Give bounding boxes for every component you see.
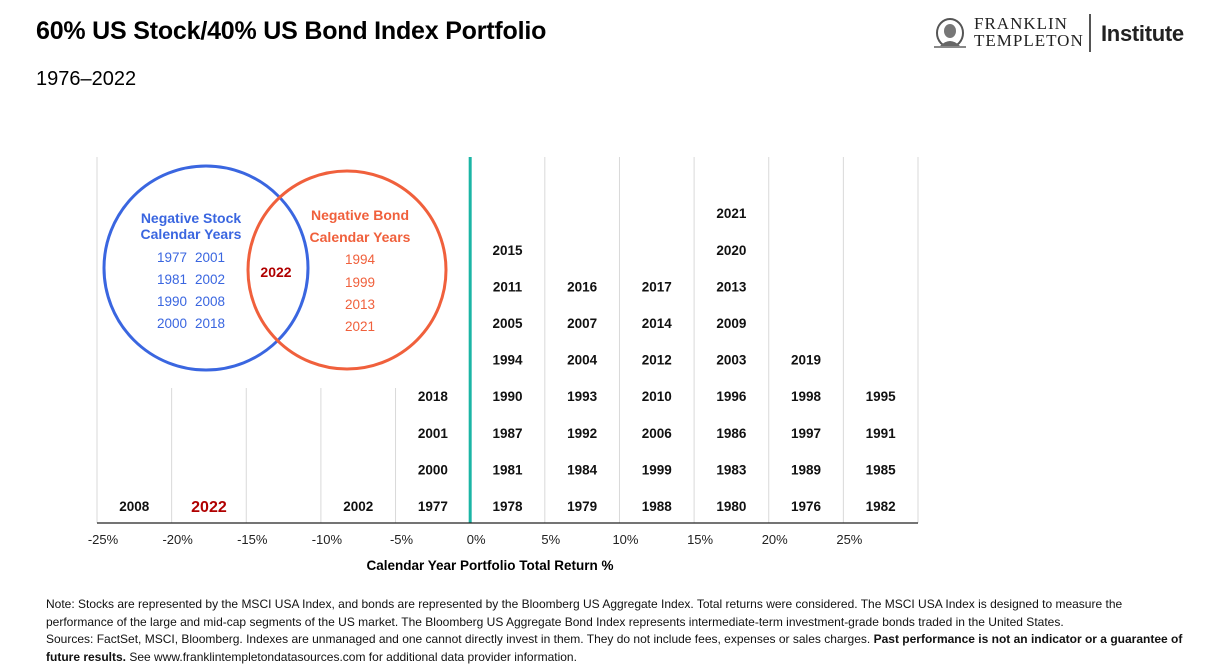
year-mark: 2014 (642, 316, 673, 331)
venn-bond-year: 1999 (345, 275, 375, 290)
year-mark: 1976 (791, 499, 822, 514)
venn-bond-year: 1994 (345, 252, 376, 267)
venn-stock-year: 2000 (157, 316, 187, 331)
x-tick-labels: -25% -20% -15% -10% -5% 0% 5% 10% 15% 20% 25% (88, 532, 863, 547)
year-mark: 2012 (642, 353, 672, 368)
year-mark: 1984 (567, 462, 598, 477)
year-mark: 2005 (492, 316, 523, 331)
x-axis-title: Calendar Year Portfolio Total Return % (366, 558, 614, 573)
year-mark: 2020 (716, 243, 746, 258)
year-marks: 2008 2022 2002 1977 2000 2001 2018 1978 1981 1987… (119, 206, 896, 516)
year-mark: 1989 (791, 462, 821, 477)
venn-bond-title-2: Calendar Years (310, 229, 411, 245)
page-title: 60% US Stock/40% US Bond Index Portfolio (36, 17, 547, 45)
x-tick-label: 15% (687, 532, 713, 547)
sources-text: Sources: FactSet, MSCI, Bloomberg. Index… (46, 632, 871, 646)
year-mark: 2009 (716, 316, 746, 331)
year-mark: 1991 (866, 426, 897, 441)
franklin-portrait-icon (934, 18, 966, 48)
year-mark: 1986 (716, 426, 747, 441)
year-mark: 2021 (716, 206, 747, 221)
year-mark: 1998 (791, 389, 822, 404)
x-tick-label: -10% (312, 532, 343, 547)
x-tick-label: 10% (612, 532, 638, 547)
logo-divider (1089, 14, 1091, 52)
venn-bond-title-1: Negative Bond (311, 207, 409, 223)
year-mark: 1997 (791, 426, 821, 441)
x-tick-label: -15% (237, 532, 268, 547)
year-mark: 2010 (642, 389, 672, 404)
year-mark: 2018 (418, 389, 449, 404)
year-mark: 1980 (716, 499, 746, 514)
venn-bond-circle (246, 169, 448, 371)
year-mark: 1994 (492, 353, 523, 368)
year-mark: 2001 (418, 426, 449, 441)
venn-stock-title-1: Negative Stock (141, 210, 242, 226)
venn-diagram: Negative Stock Calendar Years 1977 2001 … (102, 164, 448, 372)
year-mark: 2011 (493, 279, 523, 294)
logo-line-2: TEMPLETON (974, 31, 1084, 50)
footnotes: Note: Stocks are represented by the MSCI… (46, 596, 1186, 666)
year-mark: 2017 (642, 279, 672, 294)
return-distribution-chart: -25% -20% -15% -10% -5% 0% 5% 10% 15% 20% 25% 2008… (88, 157, 919, 547)
year-mark: 2015 (492, 243, 523, 258)
venn-bond-year: 2013 (345, 297, 375, 312)
venn-stock-year: 1990 (157, 294, 187, 309)
year-mark: 1996 (716, 389, 747, 404)
venn-stock-title-2: Calendar Years (141, 226, 242, 242)
year-mark: 1992 (567, 426, 597, 441)
year-mark: 1995 (866, 389, 897, 404)
venn-bond-year: 2021 (345, 319, 375, 334)
year-mark: 2004 (567, 353, 598, 368)
year-mark: 1999 (642, 462, 672, 477)
disclaimer-text: Past performance is not an indicator or … (46, 632, 1183, 664)
x-tick-label: 25% (836, 532, 862, 547)
x-tick-label: 20% (762, 532, 788, 547)
venn-stock-year: 2002 (195, 272, 225, 287)
venn-stock-year: 1981 (157, 272, 187, 287)
x-tick-label: -20% (162, 532, 193, 547)
year-mark: 1977 (418, 499, 448, 514)
year-mark: 1990 (492, 389, 522, 404)
logo-institute: Institute (1101, 21, 1184, 46)
year-mark: 2013 (716, 279, 747, 294)
year-mark: 1978 (492, 499, 523, 514)
year-mark: 2006 (642, 426, 673, 441)
year-mark: 1979 (567, 499, 597, 514)
year-mark: 1993 (567, 389, 598, 404)
venn-stock-year: 2008 (195, 294, 225, 309)
data-provider-text: See www.franklintempletondatasources.com… (129, 649, 577, 664)
x-tick-label: -5% (390, 532, 414, 547)
x-tick-label: -25% (88, 532, 119, 547)
year-mark: 1982 (866, 499, 896, 514)
year-mark: 1987 (492, 426, 522, 441)
year-mark: 2008 (119, 499, 150, 514)
franklin-templeton-institute-logo: FRANKLIN TEMPLETON Institute (930, 12, 1220, 56)
year-mark: 2022 (191, 499, 227, 516)
venn-stock-year: 2018 (195, 316, 225, 331)
year-mark: 1981 (492, 462, 523, 477)
venn-overlap-year: 2022 (260, 264, 291, 280)
note-text: Note: Stocks are represented by the MSCI… (46, 597, 1123, 629)
x-tick-label: 0% (467, 532, 486, 547)
venn-stock-year: 2001 (195, 250, 225, 265)
year-mark: 1983 (716, 462, 747, 477)
venn-stock-circle (102, 164, 310, 372)
logo-line-1: FRANKLIN (974, 14, 1068, 33)
page-subtitle: 1976–2022 (36, 68, 137, 90)
year-mark: 1988 (642, 499, 673, 514)
year-mark: 2007 (567, 316, 597, 331)
x-tick-label: 5% (541, 532, 560, 547)
venn-stock-year: 1977 (157, 250, 187, 265)
year-mark: 1985 (866, 462, 897, 477)
year-mark: 2003 (716, 353, 747, 368)
logo-wordmark: FRANKLIN TEMPLETON (974, 15, 1084, 49)
year-mark: 2000 (418, 462, 448, 477)
year-mark: 2016 (567, 279, 598, 294)
year-mark: 2019 (791, 353, 821, 368)
gridlines (96, 157, 919, 523)
year-mark: 2002 (343, 499, 373, 514)
